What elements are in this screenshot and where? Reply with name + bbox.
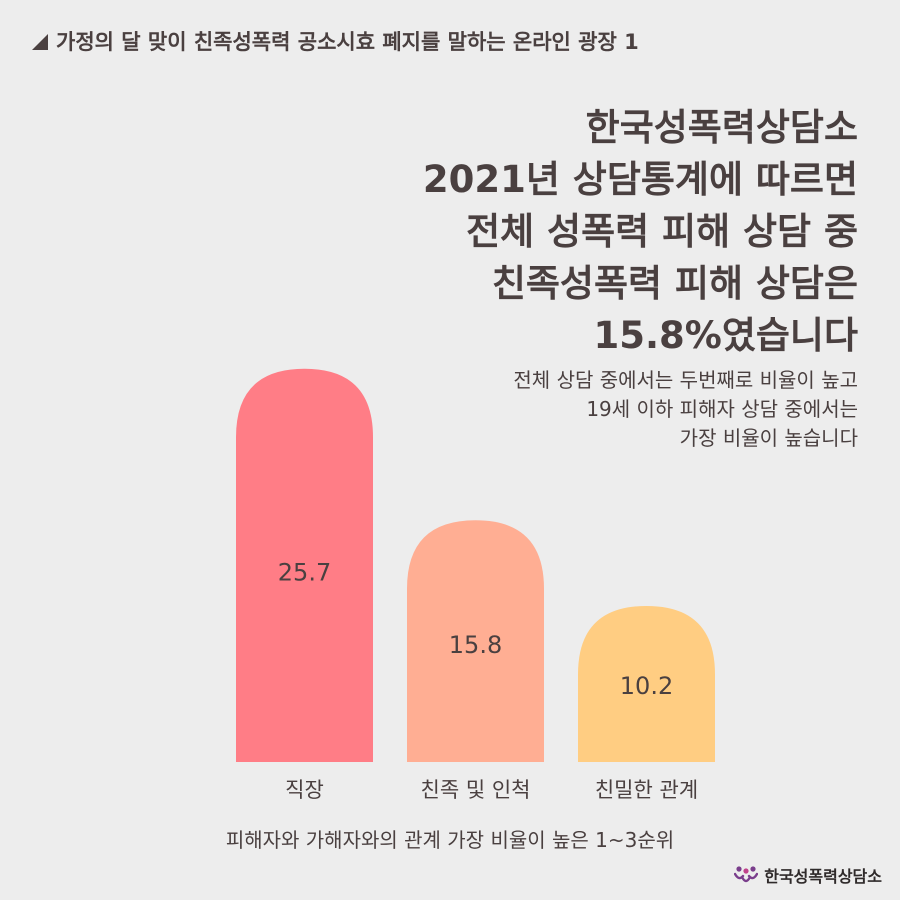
bar-2 [407, 520, 544, 762]
bar-3 [578, 605, 715, 762]
triangle-icon [32, 34, 48, 50]
category-label: 친족 및 인척 [421, 778, 531, 802]
headline-line: 2021년 상담통계에 따르면 [422, 158, 858, 201]
logo: 한국성폭력상담소 [734, 863, 882, 887]
headline: 한국성폭력상담소 2021년 상담통계에 따르면 전체 성폭력 피해 상담 중 … [423, 102, 858, 362]
header: 가정의 달 맞이 친족성폭력 공소시효 폐지를 말하는 온라인 광장 1 [32, 26, 639, 56]
headline-line: 전체 성폭력 피해 상담 중 [466, 210, 858, 253]
bar-value-label: 15.8 [449, 631, 502, 659]
subtext-line: 19세 이하 피해자 상담 중에서는 [586, 397, 858, 421]
header-title: 가정의 달 맞이 친족성폭력 공소시효 폐지를 말하는 온라인 광장 1 [56, 30, 639, 54]
bar-value-label: 10.2 [620, 672, 673, 700]
subtext-line: 전체 상담 중에서는 두번째로 비율이 높고 [513, 368, 858, 392]
bar-1 [236, 368, 373, 762]
subtext: 전체 상담 중에서는 두번째로 비율이 높고 19세 이하 피해자 상담 중에서… [513, 366, 858, 453]
subtext-line: 가장 비율이 높습니다 [679, 426, 858, 450]
headline-line: 한국성폭력상담소 [585, 106, 858, 149]
category-label: 직장 [285, 778, 324, 802]
logo-text: 한국성폭력상담소 [764, 867, 882, 886]
chart-caption: 피해자와 가해자와의 관계 가장 비율이 높은 1~3순위 [225, 828, 675, 852]
bar-value-label: 25.7 [278, 558, 331, 586]
headline-line: 친족성폭력 피해 상담은 [491, 262, 858, 305]
people-icon [734, 866, 759, 883]
category-label: 친밀한 관계 [595, 778, 698, 802]
headline-line: 15.8%였습니다 [593, 314, 858, 357]
